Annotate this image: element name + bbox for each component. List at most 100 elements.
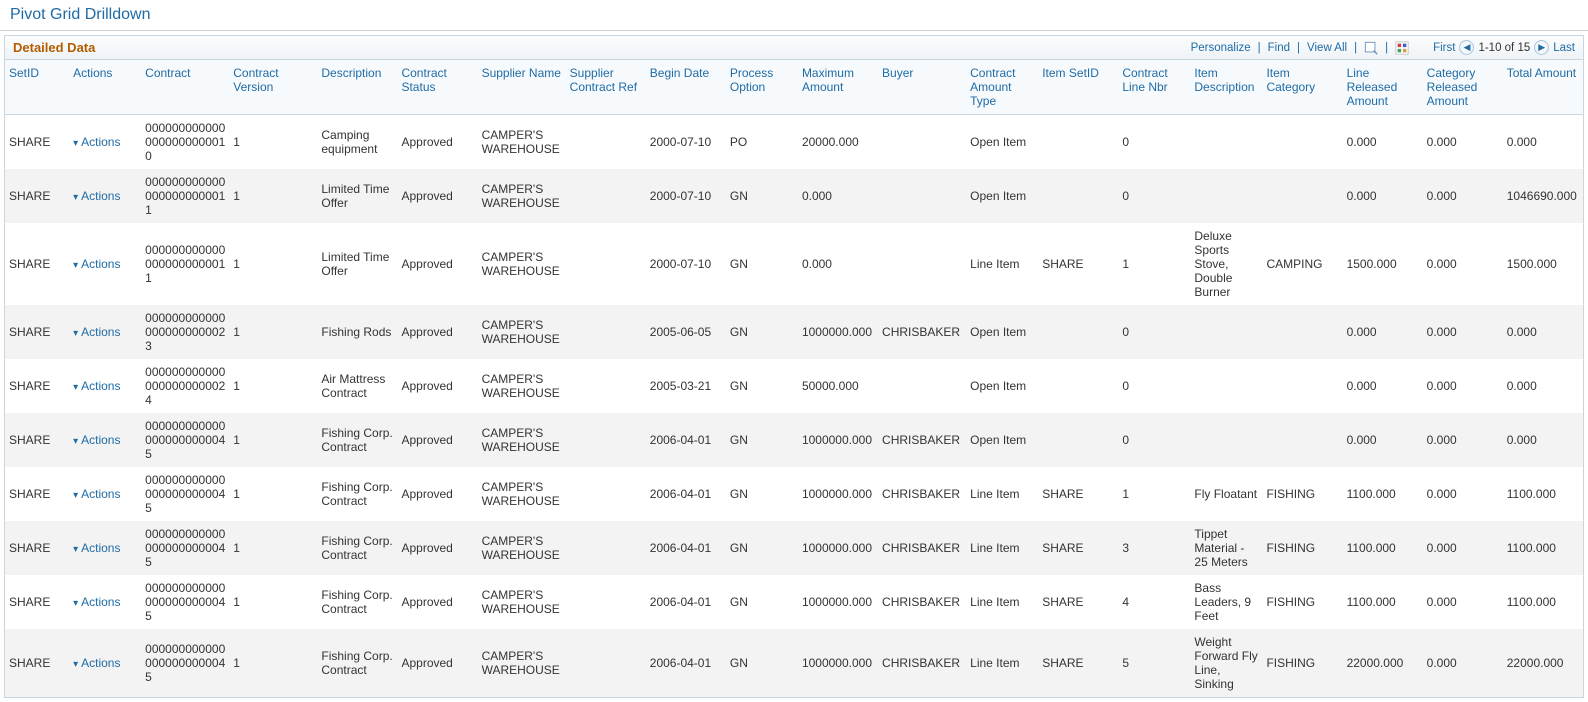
column-header[interactable]: Item Category (1262, 60, 1342, 115)
cell-cver: 1 (229, 521, 317, 575)
column-header[interactable]: Line Released Amount (1343, 60, 1423, 115)
cell-maxamt: 1000000.000 (798, 305, 878, 359)
cell-totamt: 1500.000 (1503, 223, 1583, 305)
cell-catamt: 0.000 (1423, 467, 1503, 521)
cell-idesc (1190, 413, 1262, 467)
cell-lineamt: 0.000 (1343, 169, 1423, 223)
cell-cstatus: Approved (397, 169, 477, 223)
actions-dropdown[interactable]: Actions (73, 257, 120, 271)
column-header[interactable]: Contract Line Nbr (1118, 60, 1190, 115)
cell-desc: Fishing Rods (317, 305, 397, 359)
cell-clnbr: 1 (1118, 467, 1190, 521)
cell-setid: SHARE (5, 467, 69, 521)
column-header[interactable]: Total Amount (1503, 60, 1583, 115)
cell-idesc: Tippet Material - 25 Meters (1190, 521, 1262, 575)
cell-idesc: Bass Leaders, 9 Feet (1190, 575, 1262, 629)
cell-contract: 0000000000000000000000010 (141, 115, 229, 170)
cell-desc: Fishing Corp. Contract (317, 629, 397, 697)
cell-cver: 1 (229, 359, 317, 413)
column-header[interactable]: Supplier Contract Ref (566, 60, 646, 115)
cell-cstatus: Approved (397, 223, 477, 305)
cell-contract: 0000000000000000000000011 (141, 169, 229, 223)
cell-catamt: 0.000 (1423, 629, 1503, 697)
cell-buyer (878, 169, 966, 223)
column-header[interactable]: Category Released Amount (1423, 60, 1503, 115)
cell-supplier: CAMPER'S WAREHOUSE (478, 223, 566, 305)
column-header[interactable]: SetID (5, 60, 69, 115)
cell-icat: FISHING (1262, 467, 1342, 521)
actions-dropdown[interactable]: Actions (73, 433, 120, 447)
download-icon[interactable] (1395, 41, 1409, 55)
actions-dropdown[interactable]: Actions (73, 379, 120, 393)
cell-totamt: 1100.000 (1503, 575, 1583, 629)
separator: | (1297, 42, 1300, 54)
table-row: SHAREActions00000000000000000000000241Ai… (5, 359, 1583, 413)
cell-maxamt: 50000.000 (798, 359, 878, 413)
cell-supplier: CAMPER'S WAREHOUSE (478, 629, 566, 697)
cell-clnbr: 3 (1118, 521, 1190, 575)
next-page-icon[interactable]: ▶ (1534, 40, 1549, 55)
cell-camttype: Open Item (966, 115, 1038, 170)
cell-catamt: 0.000 (1423, 359, 1503, 413)
detailed-data-grid: Detailed Data Personalize | Find | View … (4, 35, 1584, 698)
cell-proc: GN (726, 629, 798, 697)
cell-totamt: 0.000 (1503, 305, 1583, 359)
separator: | (1385, 42, 1388, 54)
cell-clnbr: 5 (1118, 629, 1190, 697)
column-header[interactable]: Buyer (878, 60, 966, 115)
column-header[interactable]: Contract (141, 60, 229, 115)
column-header[interactable]: Process Option (726, 60, 798, 115)
column-header[interactable]: Item Description (1190, 60, 1262, 115)
actions-dropdown[interactable]: Actions (73, 541, 120, 555)
cell-icat: FISHING (1262, 575, 1342, 629)
column-header[interactable]: Supplier Name (478, 60, 566, 115)
prev-page-icon[interactable]: ◀ (1459, 40, 1474, 55)
cell-contract: 0000000000000000000000024 (141, 359, 229, 413)
column-header[interactable]: Description (317, 60, 397, 115)
find-link[interactable]: Find (1268, 42, 1290, 54)
column-header[interactable]: Begin Date (646, 60, 726, 115)
actions-dropdown[interactable]: Actions (73, 487, 120, 501)
cell-clnbr: 0 (1118, 413, 1190, 467)
actions-dropdown[interactable]: Actions (73, 189, 120, 203)
view-all-link[interactable]: View All (1307, 42, 1347, 54)
actions-dropdown[interactable]: Actions (73, 135, 120, 149)
cell-maxamt: 0.000 (798, 169, 878, 223)
nav-first[interactable]: First (1433, 42, 1455, 54)
column-header[interactable]: Contract Version (229, 60, 317, 115)
cell-supplier: CAMPER'S WAREHOUSE (478, 575, 566, 629)
column-header[interactable]: Contract Amount Type (966, 60, 1038, 115)
column-header[interactable]: Item SetID (1038, 60, 1118, 115)
table-row: SHAREActions00000000000000000000000111Li… (5, 223, 1583, 305)
actions-dropdown[interactable]: Actions (73, 595, 120, 609)
nav-last[interactable]: Last (1553, 42, 1575, 54)
cell-camttype: Open Item (966, 169, 1038, 223)
cell-camttype: Line Item (966, 629, 1038, 697)
cell-begin: 2006-04-01 (646, 575, 726, 629)
column-header[interactable]: Actions (69, 60, 141, 115)
cell-suppref (566, 223, 646, 305)
cell-begin: 2005-03-21 (646, 359, 726, 413)
cell-cver: 1 (229, 413, 317, 467)
cell-proc: PO (726, 115, 798, 170)
actions-dropdown[interactable]: Actions (73, 325, 120, 339)
cell-setid: SHARE (5, 169, 69, 223)
grid-header: Detailed Data Personalize | Find | View … (5, 36, 1583, 60)
column-header[interactable]: Maximum Amount (798, 60, 878, 115)
actions-dropdown[interactable]: Actions (73, 656, 120, 670)
cell-suppref (566, 115, 646, 170)
cell-supplier: CAMPER'S WAREHOUSE (478, 521, 566, 575)
cell-clnbr: 0 (1118, 305, 1190, 359)
personalize-link[interactable]: Personalize (1191, 42, 1251, 54)
cell-setid: SHARE (5, 521, 69, 575)
cell-idesc (1190, 305, 1262, 359)
cell-begin: 2006-04-01 (646, 521, 726, 575)
cell-catamt: 0.000 (1423, 115, 1503, 170)
column-header[interactable]: Contract Status (397, 60, 477, 115)
zoom-icon[interactable] (1364, 41, 1378, 55)
table-row: SHAREActions00000000000000000000000111Li… (5, 169, 1583, 223)
cell-catamt: 0.000 (1423, 575, 1503, 629)
cell-buyer: CHRISBAKER (878, 467, 966, 521)
cell-setid: SHARE (5, 575, 69, 629)
table-row: SHAREActions00000000000000000000000101Ca… (5, 115, 1583, 170)
